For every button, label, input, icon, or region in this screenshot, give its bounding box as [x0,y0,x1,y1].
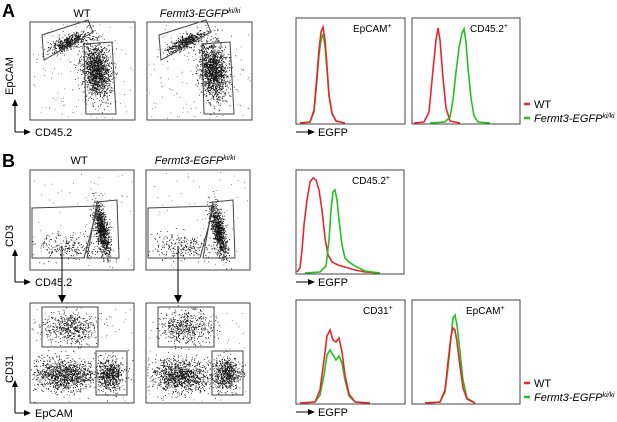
legend-label-ki-b: Fermt3-EGFPki/ki [534,392,615,404]
histogram-title-b-cd31: CD31+ [363,305,393,317]
panel-letter-b: B [2,151,15,171]
gating-arrowhead-wt [58,295,66,303]
axis-arrowhead-x-a [24,129,31,135]
axis-arrowhead-x-b-top [24,279,31,285]
gating-arrowhead-ki [174,295,182,303]
axis-label-egfp-b-top: EGFP [318,277,348,289]
histogram-title-b-cd45: CD45.2+ [352,175,390,187]
axis-label-cd31-b: CD31 [4,355,16,383]
panel-letter-a: A [2,1,15,21]
histogram-curve-a-cd45-wt [413,27,461,124]
histogram-curve-b-cd45-wt [296,176,381,274]
axis-arrowhead-y-a [12,99,18,106]
dot-plot-b-bottom-ki [145,302,251,404]
dots-a-ki [149,24,251,119]
histogram-a-epcam [295,17,406,125]
gate-a-ki-cd45 [201,41,235,115]
dot-plot-b-top-wt [29,169,135,271]
axis-arrowhead-y-b-bottom [12,380,18,387]
gate-a-wt-cd45 [83,41,117,115]
axis-arrowhead-y-b-top [12,249,18,256]
axis-arrowhead-egfp-b-bottom [308,409,315,415]
axis-label-egfp-a: EGFP [318,127,348,139]
histogram-title-a-cd45: CD45.2+ [470,23,508,35]
histogram-b-cd31 [295,299,406,405]
gate-a-ki-epcam [158,19,212,61]
dots-b-bottom-wt [31,307,134,403]
axis-label-cd3-b: CD3 [4,225,16,247]
legend-label-ki-a: Fermt3-EGFPki/ki [534,113,615,125]
gate-b-bottom-wt-cd31 [41,306,99,348]
histogram-curve-b-epcam-wt [424,326,476,404]
histogram-curve-b-cd31-wt [299,327,371,404]
dot-plot-a-ki [146,21,253,121]
gate-b-bottom-ki-cd31 [157,306,215,348]
histogram-title-a-epcam: EpCAM+ [353,23,392,35]
histogram-b-epcam [411,299,521,405]
gate-b-top-ki-neg [147,205,215,259]
gate-b-top-wt-cd3 [86,199,120,259]
gate-a-wt-epcam [41,19,94,61]
dots-b-bottom-ki [147,305,246,402]
histogram-curve-a-cd45-ki [429,26,491,124]
column-title-ki-a: Fermt3-EGFPki/ki [160,8,241,20]
axis-label-egfp-b-bottom: EGFP [318,407,348,419]
gate-b-bottom-wt-epcam [95,350,128,396]
axis-label-epcam-b: EpCAM [35,408,73,420]
gate-b-top-wt-neg [31,205,99,259]
axis-label-cd45-b: CD45.2 [35,277,72,289]
histogram-title-b-epcam: EpCAM+ [466,305,505,317]
dots-b-top-ki [148,172,248,270]
dots-a-wt [32,24,134,119]
histogram-curve-b-cd45-ki [304,188,381,274]
column-title-wt-a: WT [73,8,90,20]
axis-arrowhead-egfp-a [308,129,315,135]
gate-b-bottom-ki-epcam [211,350,244,396]
dots-b-top-wt [32,173,133,269]
axis-label-epcam-a: EpCAM [4,57,16,95]
legend-label-wt-a: WT [534,99,551,111]
legend-label-wt-b: WT [534,378,551,390]
column-title-ki-b: Fermt3-EGFPki/ki [155,155,236,167]
axis-arrowhead-egfp-b-top [308,279,315,285]
histogram-curve-a-epcam-wt [299,23,346,124]
axis-label-cd45-a: CD45.2 [35,127,72,139]
dot-plot-b-bottom-wt [29,302,135,404]
column-title-wt-b: WT [70,155,87,167]
axis-arrowhead-x-b-bottom [24,410,31,416]
gate-b-top-ki-cd3 [202,199,236,259]
histogram-b-cd45 [295,169,405,275]
